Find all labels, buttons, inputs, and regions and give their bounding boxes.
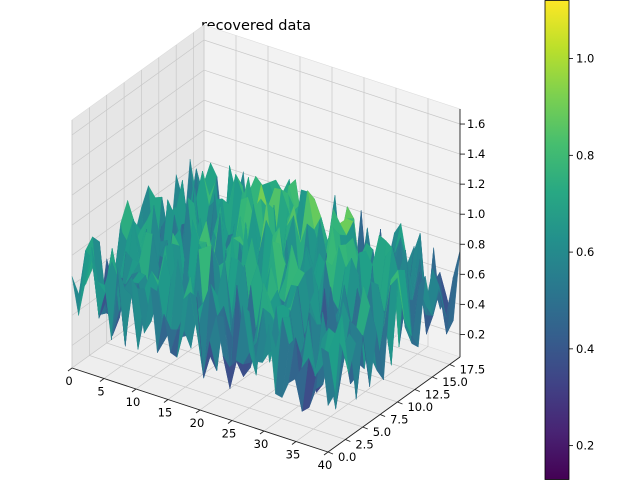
colorbar-tick-label: 0.8 bbox=[576, 148, 594, 162]
z-tick-label: 0.8 bbox=[467, 237, 485, 251]
y-tick bbox=[449, 364, 455, 367]
x-tick-label: 35 bbox=[286, 448, 301, 462]
grid-line-z bbox=[71, 159, 461, 256]
x-tick-label: 0 bbox=[65, 374, 72, 388]
x-tick bbox=[259, 430, 265, 435]
x-tick bbox=[131, 388, 137, 393]
y-tick bbox=[397, 401, 403, 405]
colorbar: 0.2 0.4 0.6 0.8 1.0 bbox=[544, 0, 594, 480]
colorbar-tick-label: 1.0 bbox=[576, 52, 594, 66]
x-tick-label: 15 bbox=[158, 406, 173, 420]
y-tick bbox=[345, 439, 351, 442]
y-axis-line bbox=[327, 356, 461, 453]
x-tick bbox=[227, 420, 233, 424]
x-tick bbox=[195, 409, 201, 414]
y-tick-label: 2.5 bbox=[355, 438, 373, 452]
y-tick-label: 15.0 bbox=[442, 375, 468, 389]
grid-line-z bbox=[71, 39, 461, 136]
y-tick-label: 5.0 bbox=[373, 425, 391, 439]
axes: 0 5 10 15 20 25 30 35 40 0.02.55.07.510.012.515.0… bbox=[65, 109, 485, 472]
y-tick-label: 0.0 bbox=[338, 450, 356, 464]
z-tick-label: 1.0 bbox=[467, 207, 485, 221]
y-tick-label: 10.0 bbox=[407, 400, 433, 414]
x-tick bbox=[163, 399, 169, 403]
z-tick-label: 0.2 bbox=[467, 327, 485, 341]
chart-title: recovered data bbox=[201, 18, 311, 34]
x-tick bbox=[67, 367, 73, 372]
x-tick-label: 30 bbox=[254, 437, 269, 451]
x-tick bbox=[291, 441, 297, 445]
y-tick-label: 12.5 bbox=[425, 388, 451, 402]
z-tick-label: 1.4 bbox=[467, 147, 485, 161]
grid-line-z bbox=[71, 129, 461, 226]
z-tick-label: 0.6 bbox=[467, 267, 485, 281]
grid-line-z bbox=[71, 99, 461, 196]
y-tick-label: 7.5 bbox=[390, 413, 408, 427]
y-tick bbox=[432, 376, 438, 380]
z-tick-label: 1.6 bbox=[467, 117, 485, 131]
colorbar-tick-label: 0.4 bbox=[576, 342, 594, 356]
y-tick-label: 17.5 bbox=[460, 363, 486, 377]
y-tick bbox=[379, 414, 386, 417]
colorbar-tick-label: 0.2 bbox=[576, 439, 594, 453]
x-tick-label: 10 bbox=[126, 395, 141, 409]
z-tick-label: 1.2 bbox=[467, 177, 485, 191]
colorbar-tick-label: 0.6 bbox=[576, 245, 594, 259]
x-tick-label: 5 bbox=[97, 385, 104, 399]
surface-facet bbox=[321, 347, 336, 407]
surface-plot bbox=[71, 159, 461, 412]
grid-line-y bbox=[106, 95, 363, 428]
x-tick-label: 25 bbox=[222, 427, 237, 441]
x-tick-label: 20 bbox=[190, 416, 205, 430]
y-tick bbox=[362, 426, 368, 430]
x-tick bbox=[323, 451, 329, 456]
x-tick bbox=[99, 378, 105, 382]
grid-line-z bbox=[71, 69, 461, 166]
y-tick bbox=[327, 451, 334, 455]
grid-line-y bbox=[89, 107, 346, 440]
z-tick-label: 0.4 bbox=[467, 297, 485, 311]
grid-line-x bbox=[295, 98, 429, 442]
colorbar-gradient bbox=[544, 0, 570, 480]
y-tick bbox=[414, 389, 421, 392]
x-tick-label: 40 bbox=[318, 458, 333, 472]
